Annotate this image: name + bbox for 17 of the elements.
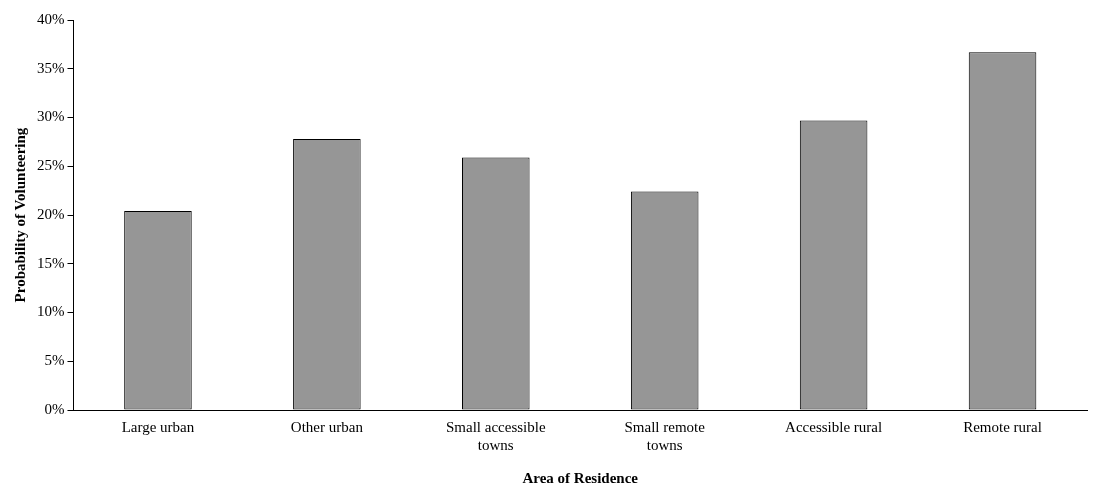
x-tick-label: Small remote towns <box>624 418 706 453</box>
x-tick-label: Accessible rural <box>785 418 883 435</box>
y-tick-label: 35% <box>37 59 65 76</box>
x-tick-label: Small accessible towns <box>446 418 546 453</box>
y-tick-label: 25% <box>37 157 65 174</box>
x-tick-label: Other urban <box>290 418 364 435</box>
y-tick-label: 30% <box>37 108 65 125</box>
y-tick-label: 15% <box>37 254 65 271</box>
x-tick-label: Remote rural <box>963 418 1042 435</box>
y-tick-label: 40% <box>37 10 65 27</box>
y-tick-label: 0% <box>44 400 65 417</box>
x-axis-title: Area of Residence <box>522 469 639 486</box>
y-tick-label: 20% <box>37 205 65 222</box>
x-tick-label: Large urban <box>121 418 195 435</box>
y-tick-label: 10% <box>37 303 65 320</box>
y-axis-title: Probability of Volunteering <box>11 127 28 303</box>
y-tick-label: 5% <box>44 352 65 369</box>
